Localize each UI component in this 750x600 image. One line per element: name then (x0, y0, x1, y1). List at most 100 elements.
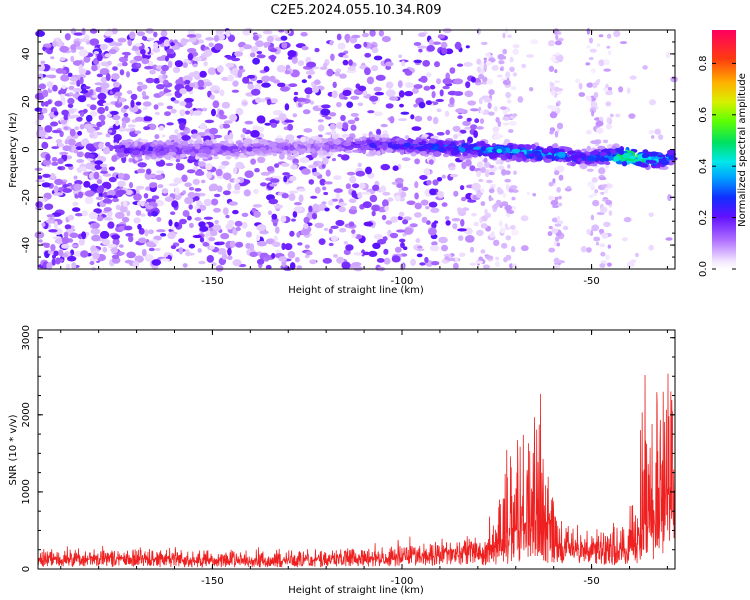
x-tick-label: -50 (583, 576, 599, 587)
noise-blob (77, 74, 87, 79)
noise-blob (145, 77, 155, 84)
noise-blob (347, 119, 356, 125)
noise-blob (295, 257, 300, 263)
noise-blob (331, 90, 338, 99)
noise-blob (403, 227, 413, 235)
noise-blob (471, 212, 477, 217)
noise-blob (556, 242, 560, 247)
noise-blob (394, 195, 401, 202)
noise-blob (363, 221, 374, 227)
noise-blob (277, 82, 286, 88)
signal-blob (517, 144, 526, 148)
noise-blob (328, 228, 333, 234)
noise-blob (431, 261, 440, 266)
noise-blob (404, 90, 414, 97)
noise-blob (188, 243, 196, 249)
signal-blob (197, 152, 205, 157)
noise-blob (465, 81, 471, 89)
noise-blob (242, 44, 252, 50)
noise-blob (192, 196, 200, 201)
noise-blob (589, 37, 593, 44)
noise-blob (100, 170, 109, 174)
signal-blob (642, 149, 649, 155)
signal-blob (522, 156, 527, 162)
noise-blob (227, 247, 232, 256)
noise-blob (45, 153, 51, 161)
noise-blob (90, 245, 97, 252)
noise-blob (95, 196, 104, 201)
noise-blob (81, 27, 86, 36)
noise-blob (330, 235, 339, 242)
noise-blob (323, 227, 329, 232)
noise-blob (306, 61, 317, 68)
noise-blob (435, 98, 444, 103)
noise-blob (398, 90, 405, 98)
noise-blob (47, 99, 52, 105)
noise-blob (483, 157, 488, 164)
noise-blob (502, 192, 507, 199)
noise-blob (431, 222, 437, 229)
noise-blob (442, 78, 453, 85)
noise-blob (152, 47, 161, 53)
noise-blob (554, 69, 558, 74)
noise-blob (60, 74, 70, 82)
noise-blob (98, 114, 106, 121)
noise-blob (301, 46, 309, 51)
noise-blob (157, 184, 164, 189)
noise-blob (72, 207, 81, 212)
noise-blob (465, 159, 472, 167)
noise-blob (283, 175, 288, 183)
noise-blob (51, 146, 59, 150)
noise-blob (289, 230, 295, 237)
noise-blob (100, 88, 107, 93)
noise-blob (103, 207, 112, 212)
noise-blob (329, 112, 337, 117)
noise-blob (273, 235, 278, 242)
noise-blob (137, 162, 147, 168)
signal-blob (232, 148, 239, 152)
noise-blob (72, 60, 83, 66)
noise-blob (441, 244, 448, 252)
noise-blob (500, 106, 507, 110)
noise-blob (456, 63, 464, 67)
noise-blob (555, 54, 564, 62)
noise-blob (392, 165, 399, 171)
noise-blob (397, 80, 403, 88)
noise-blob (136, 31, 146, 37)
noise-blob (175, 163, 185, 171)
noise-blob (53, 111, 59, 116)
noise-blob (308, 179, 315, 185)
noise-blob (501, 169, 507, 176)
spectrogram-x-label: Height of straight line (km) (288, 285, 424, 296)
noise-blob (251, 88, 261, 96)
noise-blob (214, 219, 220, 225)
noise-blob (557, 165, 565, 173)
signal-blob (505, 152, 510, 158)
noise-blob (480, 81, 488, 85)
noise-blob (389, 116, 395, 124)
noise-blob (37, 113, 45, 121)
noise-blob (332, 158, 336, 162)
noise-blob (215, 29, 224, 35)
noise-blob (452, 125, 461, 132)
noise-blob (197, 161, 206, 167)
noise-blob (85, 114, 93, 122)
noise-blob (376, 128, 382, 136)
noise-blob (174, 221, 179, 228)
signal-blob (488, 153, 497, 160)
noise-blob (242, 127, 247, 134)
noise-blob (164, 111, 171, 117)
noise-blob (320, 108, 331, 116)
noise-blob (108, 129, 113, 133)
signal-blob (267, 150, 272, 154)
noise-blob (298, 194, 304, 203)
noise-blob (509, 120, 517, 126)
noise-blob (126, 71, 130, 78)
noise-blob (512, 48, 519, 55)
noise-blob (79, 111, 85, 117)
noise-blob (321, 104, 331, 109)
noise-blob (244, 120, 254, 125)
noise-blob (342, 54, 349, 59)
signal-blob (622, 152, 631, 159)
noise-blob (212, 100, 220, 109)
